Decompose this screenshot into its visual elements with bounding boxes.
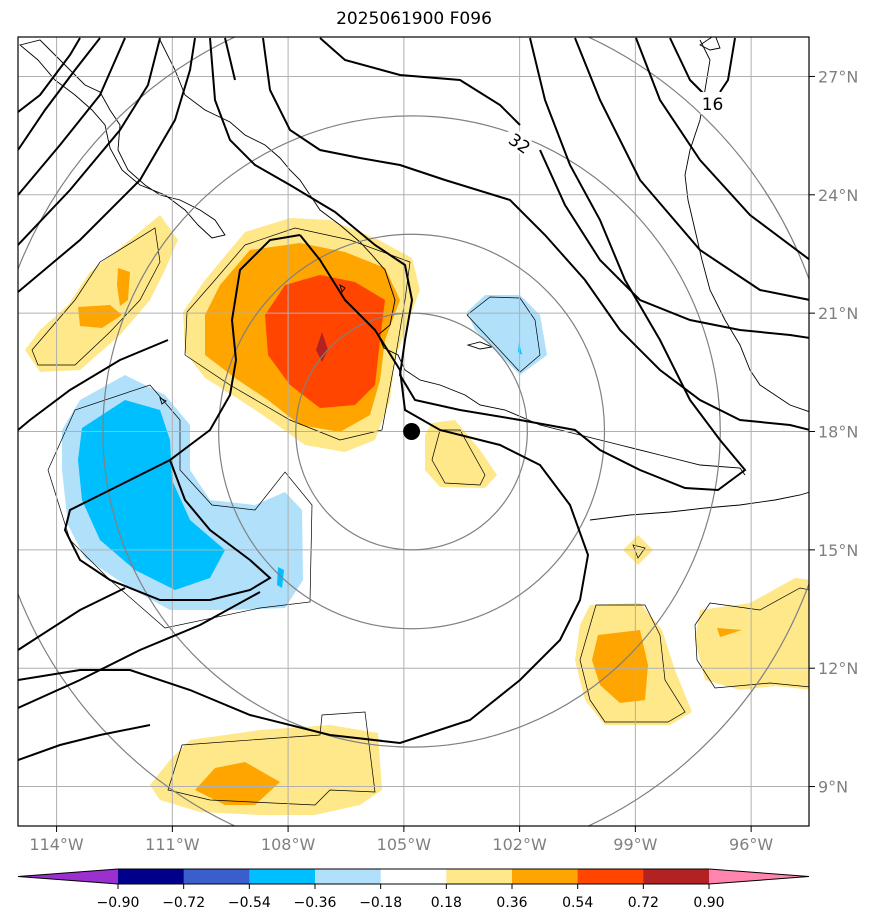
longitude-axis: 114°W 111°W 108°W 105°W 102°W 99°W 96°W [29, 826, 773, 854]
contour-line [635, 37, 809, 261]
island [699, 37, 721, 51]
field-outline [167, 711, 376, 806]
lat-tick-label: 12°N [818, 659, 858, 678]
map-title: 2025061900 F096 [336, 9, 492, 29]
range-rings [18, 37, 809, 826]
colorbar-tick-label: 0.90 [693, 895, 724, 911]
storm-center-marker [403, 423, 421, 440]
negative-anomaly-area [78, 400, 225, 590]
positive-anomaly-area [195, 762, 280, 805]
colorbar-segment [577, 869, 644, 884]
coastline-south [589, 491, 809, 521]
contour-label-bg [507, 131, 532, 154]
contour-line [18, 591, 261, 709]
lon-tick-label: 111°W [145, 835, 200, 854]
negative-anomaly-area [277, 567, 284, 588]
island [339, 284, 346, 293]
shaded-field [25, 215, 809, 815]
shaded-field-outlines [31, 227, 809, 806]
positive-anomaly-area [425, 420, 497, 488]
positive-anomaly-area [316, 332, 328, 362]
contour-line [18, 587, 126, 651]
field-outline [694, 587, 809, 689]
contour-line [574, 37, 809, 301]
field-outline [184, 227, 411, 441]
lon-tick-label: 114°W [29, 835, 84, 854]
contour-line [319, 37, 521, 126]
contour-line [262, 37, 809, 431]
colorbar-tick-label: −0.36 [294, 895, 337, 911]
positive-anomaly-area [695, 578, 809, 690]
range-ring-0 [295, 312, 528, 551]
latitude-axis: 27°N 24°N 21°N 18°N 15°N 12°N 9°N [809, 67, 858, 797]
colorbar: −0.90 −0.72 −0.54 −0.36 −0.18 0.18 0.36 0.54 0.7… [17, 868, 810, 911]
colorbar-segment [446, 869, 513, 884]
colorbar-tick-label: −0.72 [162, 895, 205, 911]
colorbar-segment [118, 869, 185, 884]
lat-tick-label: 15°N [818, 541, 858, 560]
colorbar-segment [315, 869, 382, 884]
field-outline [579, 604, 686, 723]
contour-line [63, 234, 301, 601]
lon-tick-label: 99°W [613, 835, 657, 854]
negative-anomaly-area [467, 295, 547, 375]
field-outline [431, 429, 486, 486]
contour-line [719, 37, 736, 93]
lon-tick-label: 108°W [261, 835, 316, 854]
colorbar-tick-label: 0.54 [562, 895, 593, 911]
positive-anomaly-area [25, 215, 178, 372]
colorbar-segment [643, 869, 710, 884]
contour-line [669, 37, 706, 96]
coastline-baja [19, 39, 226, 239]
colorbar-tick-label: 0.18 [431, 895, 462, 911]
colorbar-segment [183, 869, 250, 884]
range-ring-2 [102, 115, 721, 748]
positive-anomaly-area [78, 305, 122, 328]
contour-label: 16 [702, 95, 724, 115]
colorbar-tick-label: −0.18 [359, 895, 402, 911]
colorbar-segment [249, 869, 316, 884]
positive-anomaly-area [717, 628, 742, 637]
contour-line [18, 724, 151, 761]
lat-tick-label: 9°N [818, 778, 848, 797]
lon-tick-label: 105°W [377, 835, 432, 854]
lon-tick-label: 102°W [492, 835, 547, 854]
colorbar-segment [512, 869, 579, 884]
lat-tick-label: 24°N [818, 186, 858, 205]
contour-line [539, 149, 809, 339]
colorbar-tick-label: 0.36 [496, 895, 527, 911]
colorbar-tick-label: −0.90 [97, 895, 140, 911]
field-outline [47, 384, 313, 629]
colorbar-tick-label: 0.72 [628, 895, 659, 911]
coastline-sonora [159, 39, 746, 476]
contour-line [18, 37, 161, 246]
contour-line [18, 234, 590, 745]
colorbar-tick-label: −0.54 [228, 895, 271, 911]
field-outline [466, 296, 541, 373]
range-ring-1 [218, 233, 606, 630]
lat-tick-label: 18°N [818, 423, 858, 442]
contour-label-bg [700, 92, 725, 115]
contour-line [18, 37, 81, 113]
positive-anomaly-area [592, 630, 648, 703]
lat-tick-label: 27°N [818, 67, 858, 86]
colorbar-extend-max [709, 869, 809, 884]
contour-line [18, 37, 126, 196]
colorbar-segment [380, 869, 447, 884]
height-contours [18, 37, 809, 761]
contour-line [18, 37, 101, 151]
colorbar-extend-min [18, 869, 118, 884]
lat-tick-label: 21°N [818, 304, 858, 323]
positive-anomaly-area [117, 268, 130, 306]
contour-line [18, 339, 169, 431]
island [159, 397, 167, 405]
contour-line [209, 37, 747, 492]
contour-line [224, 37, 236, 81]
contour-line [18, 37, 196, 293]
lon-tick-label: 96°W [729, 835, 773, 854]
